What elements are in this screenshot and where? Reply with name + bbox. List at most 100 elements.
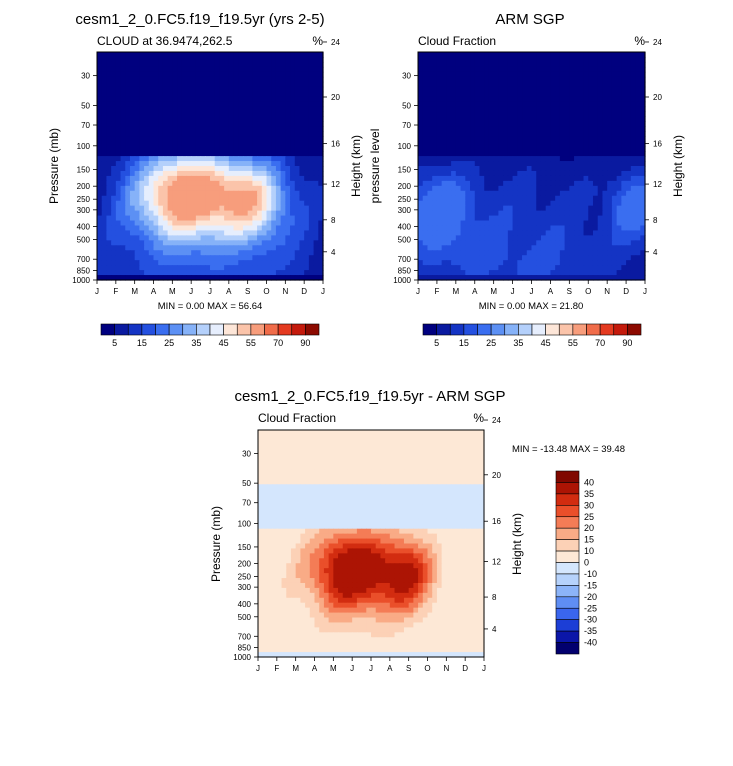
field-cell <box>474 170 481 177</box>
field-cell <box>607 56 613 63</box>
field-cell <box>380 430 386 436</box>
field-cell <box>148 235 155 241</box>
field-cell <box>588 225 594 232</box>
field-cell <box>181 52 188 58</box>
field-cell <box>224 101 230 108</box>
field-cell <box>441 200 447 207</box>
field-cell <box>621 61 627 68</box>
field-cell <box>517 56 523 63</box>
field-cell <box>257 200 263 207</box>
field-cell <box>635 225 641 232</box>
field-cell <box>621 141 627 147</box>
field-cell <box>214 210 221 217</box>
field-cell <box>427 210 433 217</box>
field-cell <box>569 255 575 261</box>
field-cell <box>285 96 291 103</box>
field-cell <box>371 454 377 461</box>
field-cell <box>517 170 523 177</box>
field-cell <box>177 215 183 222</box>
field-cell <box>536 66 542 73</box>
field-cell <box>436 151 443 157</box>
field-cell <box>172 180 178 187</box>
field-cell <box>512 146 518 152</box>
field-cell <box>371 449 377 456</box>
field-cell <box>488 76 495 83</box>
field-cell <box>144 106 150 113</box>
height-tick-label: 8 <box>331 216 336 225</box>
field-cell <box>205 200 211 207</box>
field-cell <box>101 101 108 108</box>
field-cell <box>611 76 618 83</box>
field-cell <box>257 111 263 118</box>
field-cell <box>219 131 225 137</box>
field-cell <box>323 454 330 461</box>
field-cell <box>271 106 277 113</box>
field-cell <box>252 265 258 271</box>
field-cell <box>592 81 599 88</box>
field-cell <box>162 220 169 227</box>
field-cell <box>446 91 452 98</box>
field-cell <box>261 91 268 98</box>
field-cell <box>569 185 575 192</box>
field-cell <box>167 230 173 236</box>
field-cell <box>602 66 608 73</box>
field-cell <box>280 61 286 68</box>
field-cell <box>574 170 580 177</box>
field-cell <box>522 52 528 58</box>
field-cell <box>451 230 457 236</box>
field-cell <box>474 430 480 436</box>
field-cell <box>522 101 528 108</box>
field-cell <box>441 141 447 147</box>
field-cell <box>304 126 310 132</box>
field-cell <box>413 449 419 456</box>
field-cell <box>172 121 178 127</box>
field-cell <box>498 146 504 152</box>
field-cell <box>129 56 136 63</box>
field-cell <box>493 161 499 167</box>
field-cell <box>153 86 159 93</box>
field-cell <box>465 200 471 207</box>
field-cell <box>134 56 140 63</box>
field-cell <box>97 151 103 157</box>
field-cell <box>446 96 452 103</box>
field-cell <box>540 101 547 108</box>
field-cell <box>257 205 263 212</box>
field-cell <box>257 126 263 132</box>
field-cell <box>484 76 490 83</box>
field-cell <box>285 270 291 276</box>
field-cell <box>488 270 495 276</box>
field-cell <box>422 240 429 246</box>
field-cell <box>526 56 533 63</box>
field-cell <box>536 166 542 172</box>
field-cell <box>640 205 646 212</box>
field-cell <box>242 200 249 207</box>
field-cell <box>640 71 646 78</box>
field-cell <box>195 235 202 241</box>
field-cell <box>191 126 197 132</box>
field-cell <box>106 71 112 78</box>
field-cell <box>427 111 433 118</box>
field-cell <box>479 449 485 456</box>
field-cell <box>597 111 604 118</box>
field-cell <box>630 275 637 281</box>
field-cell <box>555 86 561 93</box>
field-cell <box>285 156 291 162</box>
field-cell <box>181 141 188 147</box>
field-cell <box>451 225 457 232</box>
field-cell <box>621 195 627 202</box>
field-cell <box>252 161 258 167</box>
field-cell <box>101 190 108 197</box>
field-cell <box>607 126 613 132</box>
field-cell <box>219 195 225 202</box>
field-cell <box>318 230 324 236</box>
field-cell <box>517 111 523 118</box>
field-cell <box>427 121 433 127</box>
field-cell <box>238 121 244 127</box>
field-cell <box>285 106 291 113</box>
field-cell <box>602 101 608 108</box>
field-cell <box>205 116 211 122</box>
field-cell <box>200 146 206 152</box>
field-cell <box>503 265 509 271</box>
field-cell <box>602 116 608 122</box>
field-cell <box>210 101 216 108</box>
